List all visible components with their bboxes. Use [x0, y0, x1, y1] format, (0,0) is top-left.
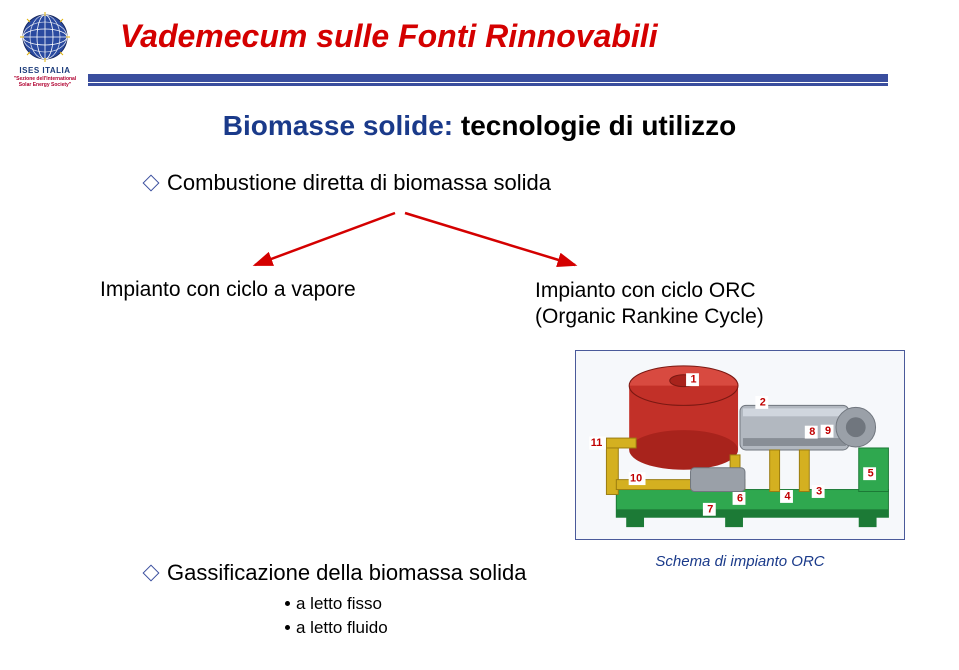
branch-steam-label: Impianto con ciclo a vapore: [100, 278, 356, 302]
branch-orc-line1: Impianto con ciclo ORC: [535, 279, 756, 302]
svg-text:10: 10: [630, 473, 642, 485]
subbullet-b-text: a letto fluido: [296, 618, 388, 637]
branch-orc-label: Impianto con ciclo ORC (Organic Rankine …: [535, 278, 764, 331]
subbullet-fixed-bed: a letto fisso: [285, 594, 382, 614]
title-underline: [88, 74, 888, 86]
subtitle-rest: tecnologie di utilizzo: [461, 110, 736, 141]
diagram-caption: Schema di impianto ORC: [575, 553, 905, 570]
dot-icon: [285, 625, 290, 630]
svg-text:2: 2: [760, 396, 766, 408]
svg-text:4: 4: [784, 490, 790, 502]
page-title: Vademecum sulle Fonti Rinnovabili: [120, 18, 658, 55]
subtitle: Biomasse solide: tecnologie di utilizzo: [0, 110, 959, 142]
svg-text:8: 8: [809, 426, 815, 438]
diamond-bullet-icon: [145, 177, 159, 191]
branch-orc-line2: (Organic Rankine Cycle): [535, 305, 764, 328]
globe-icon: [20, 12, 70, 62]
orc-diagram: 1 2 3 4 5 6 7 89 10 11: [575, 350, 905, 540]
bullet-combustion-text: Combustione diretta di biomassa solida: [167, 170, 551, 195]
bullet-gasification: Gassificazione della biomassa solida: [145, 560, 527, 586]
orc-machine-icon: 1 2 3 4 5 6 7 89 10 11: [576, 351, 904, 539]
diamond-bullet-icon: [145, 567, 159, 581]
bullet-gasification-text: Gassificazione della biomassa solida: [167, 560, 527, 585]
svg-text:7: 7: [707, 503, 713, 515]
svg-text:3: 3: [816, 485, 822, 497]
svg-text:1: 1: [690, 374, 696, 386]
subtitle-prefix: Biomasse solide:: [223, 110, 461, 141]
svg-text:6: 6: [737, 492, 743, 504]
svg-text:11: 11: [591, 437, 603, 449]
bullet-combustion: Combustione diretta di biomassa solida: [145, 170, 551, 196]
logo-block: ISES ITALIA "Sezione dell'International …: [10, 12, 80, 88]
subbullet-fluid-bed: a letto fluido: [285, 618, 388, 638]
branch-arrows-icon: [245, 210, 585, 270]
dot-icon: [285, 601, 290, 606]
svg-text:5: 5: [868, 468, 874, 480]
svg-text:9: 9: [825, 425, 831, 437]
logo-org-name: ISES ITALIA: [10, 66, 80, 75]
subbullet-a-text: a letto fisso: [296, 594, 382, 613]
logo-subline: "Sezione dell'International Solar Energy…: [10, 77, 80, 88]
